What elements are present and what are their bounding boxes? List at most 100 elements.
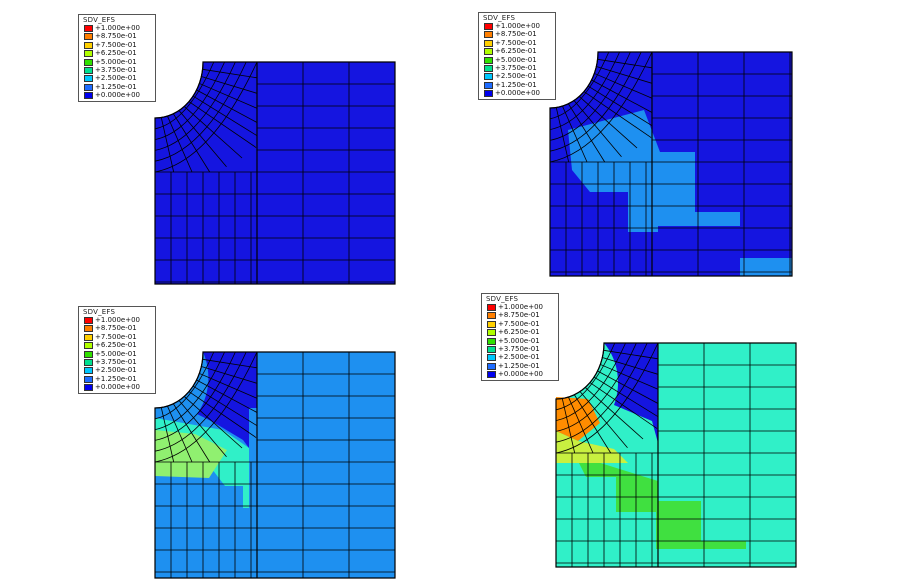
legend-label: +2.500e-01: [95, 366, 137, 375]
legend-swatch: [84, 333, 93, 341]
legend-label: +5.000e-01: [95, 57, 137, 66]
legend-label: +2.500e-01: [495, 72, 537, 81]
contour-region: [568, 110, 792, 276]
legend-label: +0.000e+00: [498, 370, 543, 379]
legend-swatch: [484, 65, 493, 72]
legend-swatch: [84, 350, 93, 358]
legend-swatch: [487, 346, 496, 353]
legend-title: SDV_EFS: [483, 14, 516, 22]
legend: SDV_EFS +1.000e+00 +8.750e-01 +7.500e-01 +6.…: [78, 14, 156, 102]
legend-entry: +6.250e-01: [487, 328, 540, 337]
legend-swatch: [484, 81, 493, 89]
legend-entry: +3.750e-01: [84, 359, 137, 366]
legend-swatch: [487, 354, 496, 362]
legend-label: +1.250e-01: [495, 80, 537, 89]
legend-entry: +5.000e-01: [84, 57, 137, 66]
legend-swatch: [487, 304, 496, 311]
legend-label: +2.500e-01: [498, 353, 540, 362]
legend-entry: +3.750e-01: [487, 346, 540, 353]
legend-swatch: [84, 58, 93, 66]
legend: SDV_EFS +1.000e+00 +8.750e-01 +7.500e-01 +6.…: [478, 12, 556, 100]
contour-region: [556, 431, 628, 463]
legend-entry: +1.000e+00: [84, 25, 140, 32]
legend-swatch: [84, 92, 93, 100]
legend-label: +5.000e-01: [498, 336, 540, 345]
legend-swatch: [484, 73, 493, 81]
legend-label: +1.250e-01: [95, 374, 137, 383]
legend-swatch: [484, 90, 493, 98]
legend-swatch: [487, 371, 496, 379]
legend-swatch: [84, 325, 93, 333]
legend-label: +1.250e-01: [95, 82, 137, 91]
legend-entry: +2.500e-01: [484, 72, 537, 81]
mesh: [154, 351, 396, 579]
legend-entry: +6.250e-01: [484, 48, 537, 56]
legend-entry: +2.500e-01: [84, 74, 137, 83]
mesh-lines: [555, 342, 797, 568]
legend-label: +3.750e-01: [95, 66, 137, 74]
mesh: [555, 342, 797, 568]
legend-label: +7.500e-01: [495, 38, 537, 47]
legend-label: +0.000e+00: [495, 89, 540, 98]
legend-entry: +5.000e-01: [484, 56, 537, 64]
legend-swatch: [484, 23, 493, 30]
mesh: [549, 51, 793, 277]
contour-region: [197, 352, 257, 448]
legend-label: +8.750e-01: [95, 32, 137, 41]
legend-title: SDV_EFS: [486, 295, 519, 303]
legend-swatch: [84, 359, 93, 366]
legend-entry: +3.750e-01: [84, 67, 137, 74]
legend-swatch: [84, 83, 93, 91]
mesh: [154, 61, 396, 285]
legend-entry: +5.000e-01: [487, 336, 540, 345]
legend-label: +6.250e-01: [95, 341, 137, 350]
legend-label: +1.000e+00: [95, 316, 140, 324]
mesh-body: [154, 61, 396, 285]
legend-label: +3.750e-01: [498, 345, 540, 353]
legend-entry: +8.750e-01: [84, 32, 137, 41]
legend-label: +2.500e-01: [95, 74, 137, 83]
legend-entry: +0.000e+00: [487, 370, 543, 379]
legend-swatch: [484, 56, 493, 64]
legend-swatch: [484, 48, 493, 56]
legend-entry: +0.000e+00: [84, 91, 140, 100]
legend-swatch: [84, 33, 93, 41]
legend-label: +1.000e+00: [498, 303, 543, 311]
legend-swatch: [84, 375, 93, 383]
legend-entry: +1.250e-01: [484, 80, 537, 89]
legend-label: +7.500e-01: [95, 332, 137, 341]
legend-label: +7.500e-01: [498, 319, 540, 328]
legend-entry: +7.500e-01: [487, 319, 540, 328]
legend-entry: +6.250e-01: [84, 341, 137, 350]
legend-entry: +2.500e-01: [84, 366, 137, 375]
legend-swatch: [487, 337, 496, 345]
legend-title: SDV_EFS: [83, 16, 116, 24]
legend-label: +3.750e-01: [95, 358, 137, 366]
legend-entry: +1.000e+00: [484, 23, 540, 30]
legend-entry: +1.000e+00: [487, 304, 543, 311]
legend: SDV_EFS +1.000e+00 +8.750e-01 +7.500e-01 +6.…: [481, 293, 559, 381]
legend-entry: +2.500e-01: [487, 353, 540, 362]
legend-label: +6.250e-01: [498, 328, 540, 337]
legend-swatch: [84, 41, 93, 49]
mesh-lines: [154, 351, 396, 579]
legend-label: +0.000e+00: [95, 383, 140, 392]
legend-entry: +0.000e+00: [484, 89, 540, 98]
legend-label: +7.500e-01: [95, 40, 137, 49]
legend-label: +0.000e+00: [95, 91, 140, 100]
legend-entry: +1.250e-01: [487, 362, 540, 370]
legend-entry: +6.250e-01: [84, 50, 137, 58]
legend-label: +1.000e+00: [495, 22, 540, 30]
legend-swatch: [84, 342, 93, 350]
legend-entry: +7.500e-01: [84, 332, 137, 341]
legend-entry: +1.000e+00: [84, 317, 140, 324]
legend-swatch: [484, 31, 493, 39]
legend: SDV_EFS +1.000e+00 +8.750e-01 +7.500e-01 +6.…: [78, 306, 156, 394]
legend-swatch: [84, 367, 93, 375]
legend-swatch: [84, 317, 93, 324]
legend-entry: +1.250e-01: [84, 82, 137, 91]
contour-region: [576, 457, 746, 549]
legend-entry: +7.500e-01: [484, 38, 537, 47]
legend-swatch: [487, 320, 496, 328]
